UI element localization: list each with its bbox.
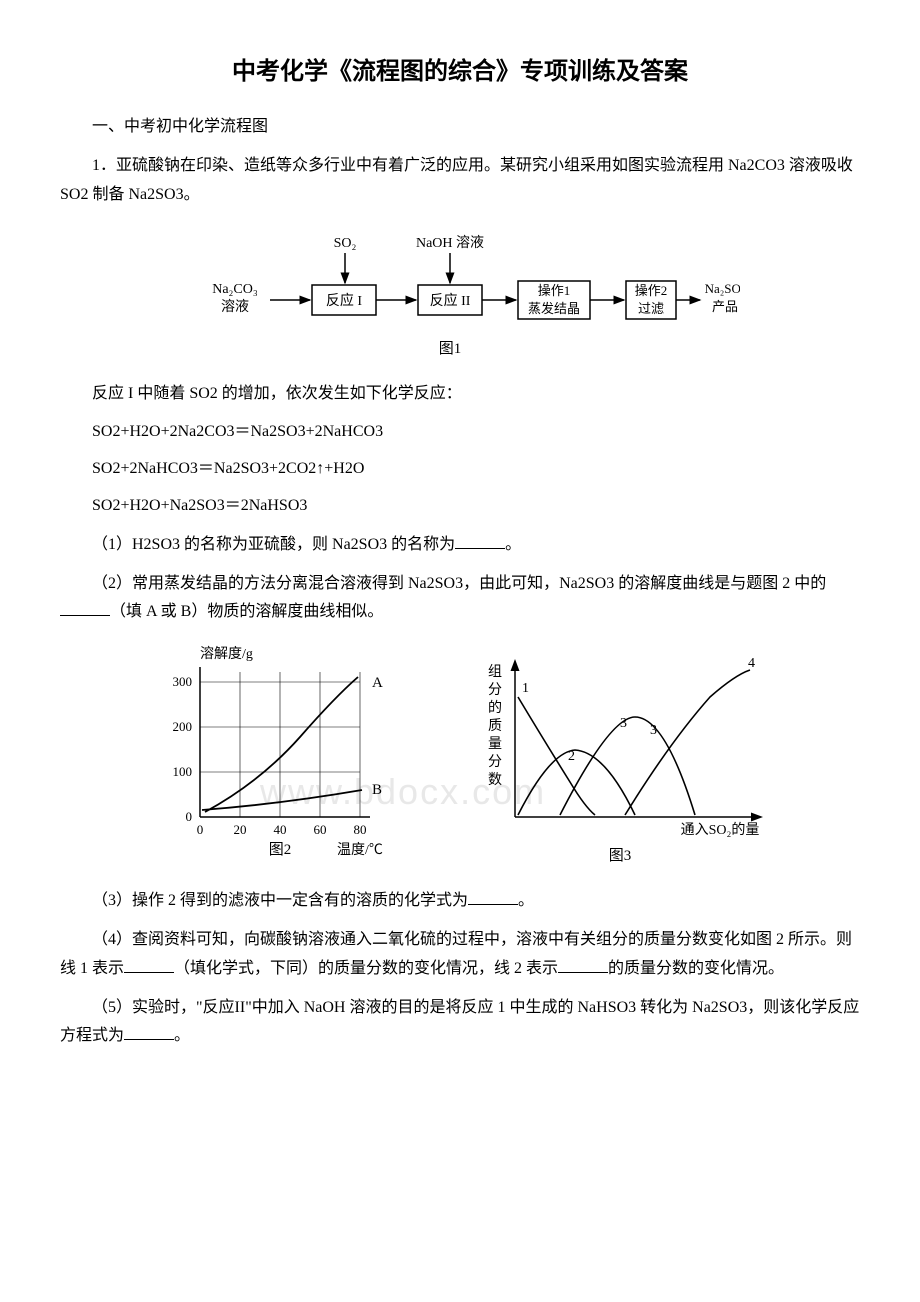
xtick: 80 — [354, 822, 367, 837]
ytick: 100 — [173, 764, 193, 779]
c3-yl: 数 — [488, 772, 502, 788]
blank — [558, 956, 608, 973]
ytick: 200 — [173, 719, 193, 734]
page-title: 中考化学《流程图的综合》专项训练及答案 — [60, 50, 860, 93]
flow-box4b: 过滤 — [638, 301, 664, 316]
chart2-caption: 图2 — [269, 841, 292, 858]
flow-box4a: 操作2 — [635, 283, 668, 298]
flow-na2co3-a: Na₂CO₃ — [212, 282, 258, 297]
q1-1-text: （1）H2SO3 的名称为亚硫酸，则 Na2SO3 的名称为 — [92, 536, 455, 553]
blank — [468, 888, 518, 905]
eq1: SO2+H2O+2Na2CO3＝Na2SO3+2NaHCO3 — [60, 418, 860, 447]
flow-box1: 反应 I — [326, 292, 362, 309]
figure2-solubility-chart: 溶解度/g 0 100 200 300 0 20 40 60 80 A B — [140, 642, 420, 872]
q1-3-text: （3）操作 2 得到的滤液中一定含有的溶质的化学式为 — [92, 892, 468, 909]
figure1-flowchart: SO₂ NaOH 溶液 Na₂CO₃ 溶液 反应 I 反应 II 操作1 蒸发结… — [60, 225, 860, 365]
blank — [124, 956, 174, 973]
figure-row: 溶解度/g 0 100 200 300 0 20 40 60 80 A B — [60, 642, 860, 872]
line4-label: 4 — [748, 656, 755, 671]
line3b-label: 3 — [650, 723, 657, 738]
q1-4-text-c: 的质量分数的变化情况。 — [608, 960, 784, 977]
flow-naoh-label: NaOH 溶液 — [416, 235, 484, 251]
q1-2-suffix: （填 A 或 B）物质的溶解度曲线相似。 — [110, 603, 383, 620]
figure3-composition-chart: 组 分 的 质 量 分 数 1 2 3 3 4 通入SO₂的量 图3 — [460, 642, 780, 872]
chart3-caption: 图3 — [609, 847, 632, 864]
xtick: 40 — [274, 822, 287, 837]
q1-5: （5）实验时，"反应II"中加入 NaOH 溶液的目的是将反应 1 中生成的 N… — [60, 994, 860, 1052]
q1-3-suffix: 。 — [518, 892, 534, 909]
section-header: 一、中考初中化学流程图 — [60, 113, 860, 142]
q1-intro: 1．亚硫酸钠在印染、造纸等众多行业中有着广泛的应用。某研究小组采用如图实验流程用… — [60, 152, 860, 210]
q1-5-suffix: 。 — [174, 1027, 190, 1044]
line2-label: 2 — [568, 749, 575, 764]
c3-yl: 分 — [488, 682, 502, 698]
q1-1-suffix: 。 — [505, 536, 521, 553]
blank — [60, 599, 110, 616]
ytick: 0 — [186, 809, 193, 824]
q1-2-text: （2）常用蒸发结晶的方法分离混合溶液得到 Na2SO3，由此可知，Na2SO3 … — [92, 575, 826, 592]
fig1-caption: 图1 — [439, 340, 462, 357]
xtick: 60 — [314, 822, 327, 837]
flow-out-a: Na₂SO₃ — [705, 281, 740, 296]
line3-label: 3 — [620, 716, 627, 731]
chart2-ylabel: 溶解度/g — [200, 646, 253, 662]
ytick: 300 — [173, 674, 193, 689]
line1-label: 1 — [522, 681, 529, 696]
c3-yl: 分 — [488, 754, 502, 770]
blank — [124, 1023, 174, 1040]
flow-box3a: 操作1 — [538, 283, 571, 298]
flow-so2-label: SO₂ — [334, 236, 357, 251]
q1-4-text-b: （填化学式，下同）的质量分数的变化情况，线 2 表示 — [174, 960, 558, 977]
q1-1: （1）H2SO3 的名称为亚硫酸，则 Na2SO3 的名称为 。 — [60, 531, 860, 560]
c3-yl: 质 — [488, 718, 502, 734]
c3-yl: 组 — [488, 664, 502, 680]
reaction-intro: 反应 I 中随着 SO2 的增加，依次发生如下化学反应： — [60, 380, 860, 409]
curve-b-label: B — [372, 782, 382, 798]
eq2: SO2+2NaHCO3＝Na2SO3+2CO2↑+H2O — [60, 455, 860, 484]
xtick: 20 — [234, 822, 247, 837]
xtick: 0 — [197, 822, 204, 837]
q1-2: （2）常用蒸发结晶的方法分离混合溶液得到 Na2SO3，由此可知，Na2SO3 … — [60, 570, 860, 628]
flow-box3b: 蒸发结晶 — [528, 301, 580, 316]
curve-a-label: A — [372, 675, 383, 691]
blank — [455, 532, 505, 549]
chart3-xlabel: 通入SO₂的量 — [681, 822, 760, 838]
q1-4: （4）查阅资料可知，向碳酸钠溶液通入二氧化硫的过程中，溶液中有关组分的质量分数变… — [60, 926, 860, 984]
chart2-xlabel: 温度/℃ — [337, 842, 383, 858]
c3-yl: 的 — [488, 700, 502, 716]
q1-3: （3）操作 2 得到的滤液中一定含有的溶质的化学式为 。 — [60, 887, 860, 916]
eq3: SO2+H2O+Na2SO3＝2NaHSO3 — [60, 492, 860, 521]
flow-box2: 反应 II — [430, 292, 471, 309]
c3-yl: 量 — [488, 736, 502, 752]
flow-na2co3-b: 溶液 — [221, 299, 249, 315]
flow-out-b: 产品 — [712, 299, 738, 314]
